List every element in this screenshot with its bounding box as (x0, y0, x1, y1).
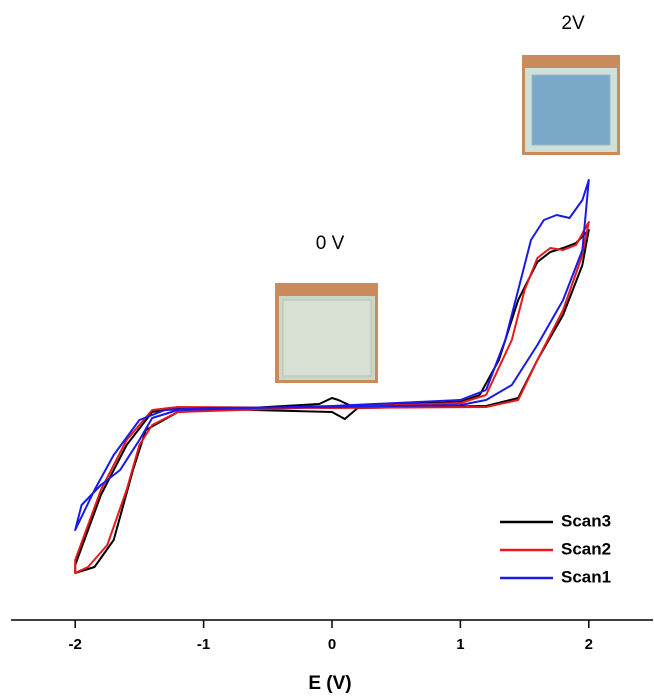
legend-label: Scan1 (561, 567, 611, 586)
inset-photo-2v (522, 55, 620, 155)
annotation: 0 V (316, 233, 345, 254)
legend-label: Scan3 (561, 511, 611, 530)
x-tick-label: -2 (69, 636, 82, 653)
line-series (74, 179, 590, 531)
x-tick-label: 2 (585, 636, 593, 653)
x-tick-label: 1 (456, 636, 464, 653)
annotation: 2V (561, 13, 585, 34)
x-tick-label: -1 (197, 636, 210, 653)
inset-photo-0v (275, 283, 378, 383)
x-tick-label: 0 (328, 636, 336, 653)
legend-label: Scan2 (561, 539, 611, 558)
x-axis-title: E (V) (308, 673, 351, 694)
line-series (74, 221, 590, 574)
